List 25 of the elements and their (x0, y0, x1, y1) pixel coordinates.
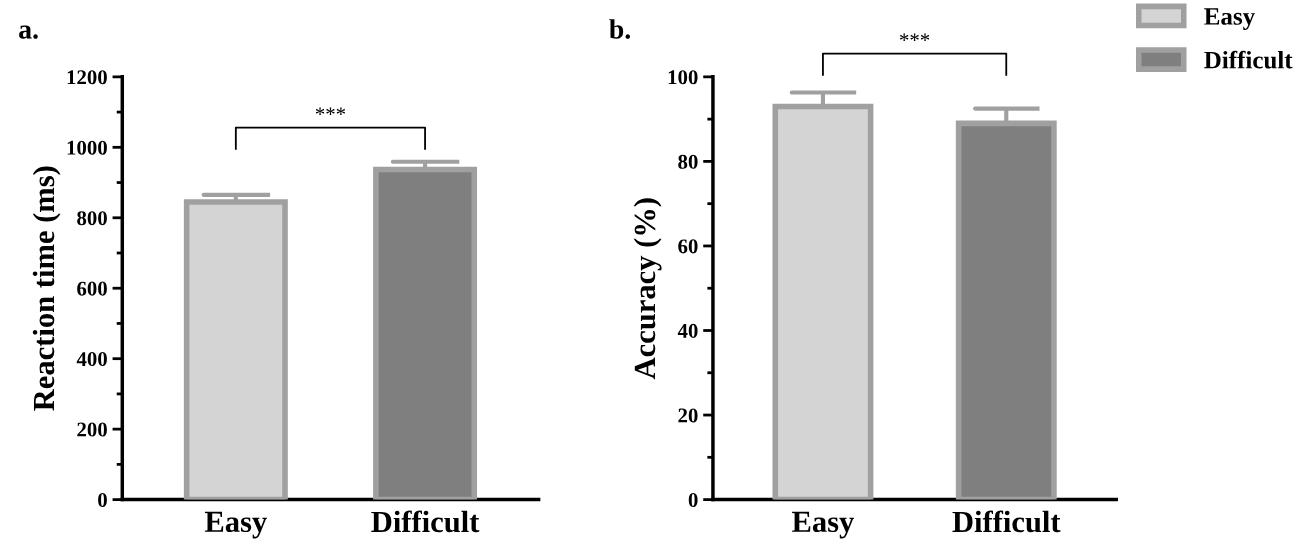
y-tick-label: 800 (77, 211, 107, 226)
y-tick-label: 200 (77, 422, 107, 437)
x-tick-label: Easy (792, 511, 855, 539)
y-tick-label: 80 (678, 154, 698, 169)
x-tick-label: Difficult (371, 510, 480, 533)
annotation: *** (315, 107, 346, 116)
y-tick-label: 1200 (67, 70, 107, 85)
y-tick-label: 0 (98, 492, 107, 508)
x-tick-label: Difficult (952, 510, 1061, 533)
y-tick-label: 0 (688, 492, 698, 508)
y-tick-label: 600 (77, 281, 107, 296)
text: *** (900, 33, 930, 42)
x-tick-label: Easy (204, 511, 267, 539)
y-tick-label: 40 (677, 323, 698, 338)
y-axis-title: Reaction time (ms) (32, 166, 61, 411)
legend-label: Easy (1204, 8, 1255, 30)
chart-title: b. (609, 19, 631, 39)
chart-title: a. (19, 25, 38, 39)
y-axis-title: Accuracy (%) (633, 198, 662, 380)
y-tick-label: 60 (678, 239, 698, 254)
y-tick-label: 20 (678, 408, 698, 423)
y-tick-label: 100 (668, 70, 698, 85)
legend-label: Difficult (1204, 50, 1293, 69)
y-tick-label: 1000 (67, 140, 107, 155)
y-tick-label: 400 (76, 352, 107, 367)
